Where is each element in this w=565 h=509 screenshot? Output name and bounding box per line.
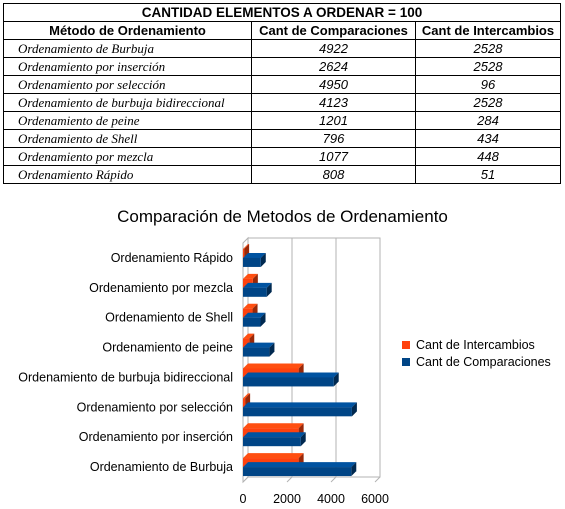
bar-intercambios xyxy=(243,249,244,258)
legend-item-swaps: Cant de Intercambios xyxy=(402,337,551,354)
category-label: Ordenamiento de peine xyxy=(102,341,233,355)
bar-top-face xyxy=(243,453,304,458)
x-tick-label: 2000 xyxy=(273,492,301,506)
legend-item-comparisons: Cant de Comparaciones xyxy=(402,354,551,371)
chart-legend: Cant de Intercambios Cant de Comparacion… xyxy=(402,337,551,371)
bar-comparaciones xyxy=(243,318,261,327)
bar-top-face xyxy=(243,402,357,407)
bar-top-face xyxy=(243,283,272,288)
category-label: Ordenamiento por mezcla xyxy=(89,281,233,295)
bar-top-face xyxy=(243,462,356,467)
bar-top-face xyxy=(243,363,304,368)
bar-comparaciones xyxy=(243,437,301,446)
bar-top-face xyxy=(243,372,339,377)
bar-top-face xyxy=(243,343,274,348)
grid-floor-line xyxy=(331,477,336,482)
category-label: Ordenamiento por inserción xyxy=(79,430,233,444)
category-label: Ordenamiento de burbuja bidireccional xyxy=(18,370,233,384)
legend-swatch-swaps xyxy=(402,341,410,349)
x-tick-label: 6000 xyxy=(361,492,389,506)
legend-label-swaps: Cant de Intercambios xyxy=(416,338,535,352)
bar-comparaciones xyxy=(243,377,334,386)
category-label: Ordenamiento por selección xyxy=(77,400,233,414)
bar-comparaciones xyxy=(243,258,261,267)
bar-comparaciones xyxy=(243,467,351,476)
bar-top-face xyxy=(243,423,304,428)
grid-floor-line xyxy=(287,477,292,482)
x-tick-label: 4000 xyxy=(317,492,345,506)
bar-comparaciones xyxy=(243,407,352,416)
bar-top-face xyxy=(243,432,306,437)
x-tick-label: 0 xyxy=(240,492,247,506)
bar-comparaciones xyxy=(243,288,267,297)
legend-swatch-comparisons xyxy=(402,358,410,366)
legend-label-comparisons: Cant de Comparaciones xyxy=(416,355,551,369)
bar-comparaciones xyxy=(243,348,269,357)
category-label: Ordenamiento de Burbuja xyxy=(90,460,233,474)
category-label: Ordenamiento de Shell xyxy=(105,311,233,325)
grid-floor-line xyxy=(375,477,380,482)
category-label: Ordenamiento Rápido xyxy=(111,251,233,265)
